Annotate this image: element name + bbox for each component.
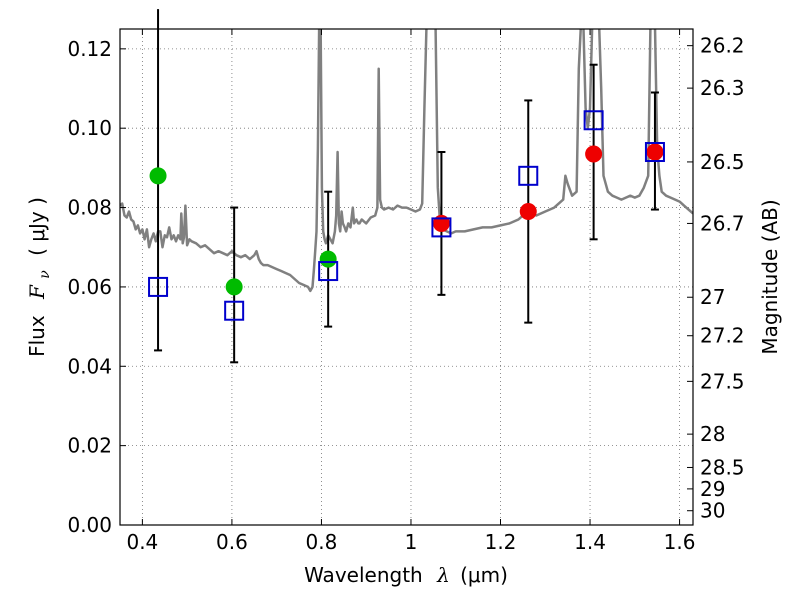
- y-tick-label: 0.10: [67, 116, 112, 140]
- mag-tick-label: 27.2: [700, 324, 745, 348]
- ticks: 0.4 0.6 0.8 1 1.2 1.4 1.6 0.00 0.02 0.04 0.06 0.08 0…: [67, 29, 745, 554]
- x-tick-label: 0.6: [216, 530, 248, 554]
- spectrum-line: [120, 29, 693, 293]
- y-tick-label: 0.04: [67, 354, 112, 378]
- blue-square-point: [644, 142, 665, 163]
- x-axis-label: Wavelength λ (μm): [304, 563, 508, 587]
- x-tick-label: 1.2: [485, 530, 517, 554]
- plot-frame: [119, 28, 694, 526]
- x-tick-label: 0.8: [306, 530, 338, 554]
- red-point: [519, 203, 537, 221]
- green-point: [319, 250, 337, 268]
- y2-axis-label: Magnitude (AB): [758, 199, 782, 354]
- mag-tick-label: 26.5: [700, 150, 745, 174]
- blue-square-point: [518, 165, 539, 186]
- blue-square-point: [431, 217, 452, 238]
- x-tick-label: 1.4: [574, 530, 606, 554]
- y-tick-label: 0.12: [67, 37, 112, 61]
- blue-square-point: [318, 261, 339, 282]
- points-layer: [148, 9, 665, 364]
- blue-square-point: [148, 276, 169, 297]
- mag-tick-label: 28.5: [700, 455, 745, 479]
- y-tick-label: 0.06: [67, 275, 112, 299]
- red-point: [585, 145, 603, 163]
- mag-tick-label: 30: [700, 499, 725, 523]
- mag-tick-label: 26.3: [700, 76, 745, 100]
- x-tick-label: 1.6: [664, 530, 696, 554]
- y-tick-label: 0.02: [67, 434, 112, 458]
- grid: [120, 29, 693, 526]
- mag-tick-label: 27: [700, 285, 725, 309]
- blue-square-point: [583, 110, 604, 131]
- y-tick-label: 0.08: [67, 196, 112, 220]
- green-point: [149, 167, 167, 185]
- red-point: [646, 143, 664, 161]
- x-tick-label: 1: [405, 530, 418, 554]
- green-point: [225, 278, 243, 296]
- x-tick-label: 0.4: [126, 530, 158, 554]
- mag-tick-label: 26.7: [700, 211, 745, 235]
- y-axis-label: Flux F ν ( μJy ): [25, 197, 54, 357]
- mag-tick-label: 28: [700, 422, 725, 446]
- mag-tick-label: 26.2: [700, 34, 745, 58]
- mag-tick-label: 29: [700, 477, 725, 501]
- blue-square-point: [224, 300, 245, 321]
- y-tick-label: 0.00: [67, 513, 112, 537]
- spectrum-layer: [120, 29, 693, 293]
- mag-tick-label: 27.5: [700, 369, 745, 393]
